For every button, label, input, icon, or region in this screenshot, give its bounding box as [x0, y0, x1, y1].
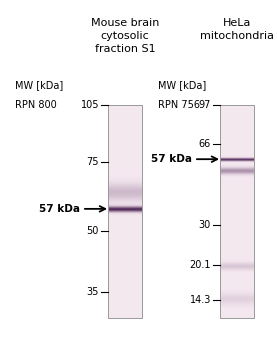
Text: 30: 30 [199, 220, 211, 230]
Text: MW [kDa]: MW [kDa] [15, 80, 63, 90]
Text: RPN 800: RPN 800 [15, 100, 57, 110]
Text: 20.1: 20.1 [189, 260, 211, 270]
Text: 66: 66 [199, 139, 211, 149]
Text: 50: 50 [87, 226, 99, 236]
Text: 105: 105 [81, 100, 99, 110]
Text: 14.3: 14.3 [190, 295, 211, 305]
Text: 75: 75 [86, 157, 99, 167]
Text: cytosolic: cytosolic [101, 31, 149, 41]
Text: mitochondria: mitochondria [200, 31, 274, 41]
Text: 35: 35 [87, 287, 99, 297]
Text: RPN 756: RPN 756 [158, 100, 200, 110]
Text: 57 kDa: 57 kDa [39, 204, 80, 214]
Text: 57 kDa: 57 kDa [151, 154, 192, 164]
Bar [220, 105, 254, 318]
Text: MW [kDa]: MW [kDa] [158, 80, 206, 90]
Text: Mouse brain: Mouse brain [91, 18, 159, 28]
Text: 97: 97 [199, 100, 211, 110]
Text: HeLa: HeLa [223, 18, 251, 28]
Text: fraction S1: fraction S1 [95, 44, 155, 54]
Bar [108, 105, 142, 318]
